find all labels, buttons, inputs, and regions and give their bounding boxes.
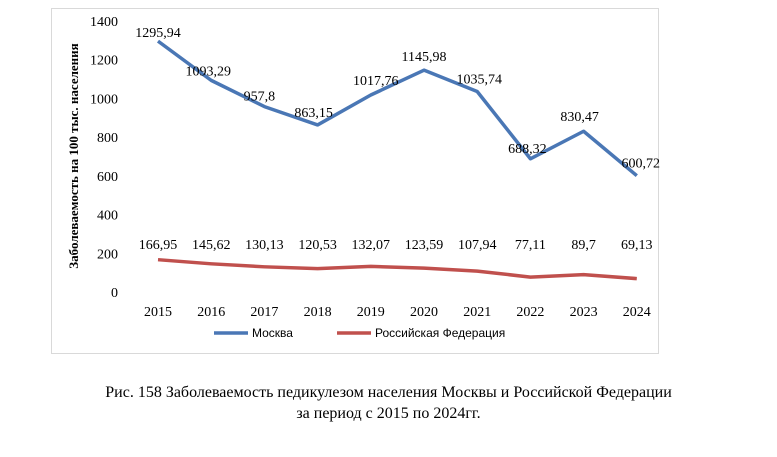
series-line-russia bbox=[157, 257, 637, 281]
figure-caption-line-1: Рис. 158 Заболеваемость педикулезом насе… bbox=[105, 384, 672, 401]
x-tick-label: 2022 bbox=[516, 305, 544, 320]
y-tick-label: 0 bbox=[111, 286, 118, 301]
data-label-moscow: 1093,29 bbox=[185, 64, 231, 79]
data-label-moscow: 1035,74 bbox=[456, 73, 502, 88]
data-label-russia: 77,11 bbox=[515, 238, 546, 253]
data-label-moscow: 957,8 bbox=[244, 90, 276, 105]
chart-frame bbox=[51, 8, 659, 354]
data-label-moscow: 1017,76 bbox=[353, 74, 399, 89]
legend-label-russia: Российская Федерация bbox=[375, 326, 505, 340]
data-label-russia: 132,07 bbox=[352, 238, 391, 253]
y-tick-label: 200 bbox=[97, 247, 118, 262]
x-tick-label: 2018 bbox=[304, 305, 332, 320]
data-label-russia: 145,62 bbox=[192, 238, 231, 253]
y-tick-label: 800 bbox=[97, 131, 118, 146]
x-tick-label: 2020 bbox=[410, 305, 438, 320]
series-line-moscow bbox=[156, 39, 638, 178]
y-tick-label: 1000 bbox=[90, 92, 118, 107]
y-tick-label: 1400 bbox=[90, 15, 118, 30]
x-tick-label: 2023 bbox=[570, 305, 598, 320]
data-label-russia: 89,7 bbox=[571, 238, 596, 253]
x-tick-label: 2024 bbox=[623, 305, 651, 320]
data-label-moscow: 1145,98 bbox=[402, 50, 447, 65]
x-tick-label: 2016 bbox=[197, 305, 225, 320]
data-label-russia: 69,13 bbox=[621, 238, 653, 253]
x-tick-label: 2015 bbox=[144, 305, 172, 320]
data-label-russia: 123,59 bbox=[405, 238, 444, 253]
figure-caption-line-2: за период с 2015 по 2024гг. bbox=[296, 405, 481, 422]
y-axis-title: Заболеваемость на 100 тыс. населения bbox=[66, 43, 81, 268]
data-label-moscow: 600,72 bbox=[622, 157, 661, 172]
legend-label-moscow: Москва bbox=[252, 326, 293, 340]
data-label-russia: 107,94 bbox=[458, 238, 497, 253]
x-tick-label: 2019 bbox=[357, 305, 385, 320]
data-label-russia: 130,13 bbox=[245, 238, 284, 253]
y-tick-label: 1200 bbox=[90, 54, 118, 69]
y-tick-label: 600 bbox=[97, 170, 118, 185]
data-label-moscow: 830,47 bbox=[560, 110, 599, 125]
y-tick-label: 400 bbox=[97, 209, 118, 224]
x-tick-label: 2021 bbox=[463, 305, 491, 320]
data-label-moscow: 863,15 bbox=[294, 106, 333, 121]
data-label-moscow: 1295,94 bbox=[135, 26, 181, 41]
x-tick-label: 2017 bbox=[250, 305, 278, 320]
data-label-russia: 120,53 bbox=[298, 238, 337, 253]
data-label-moscow: 688,32 bbox=[508, 142, 547, 157]
line-chart: 0 200 400 600 800 1000 1200 1400 2015 2016 2017 201… bbox=[66, 15, 661, 340]
data-label-russia: 166,95 bbox=[139, 238, 178, 253]
